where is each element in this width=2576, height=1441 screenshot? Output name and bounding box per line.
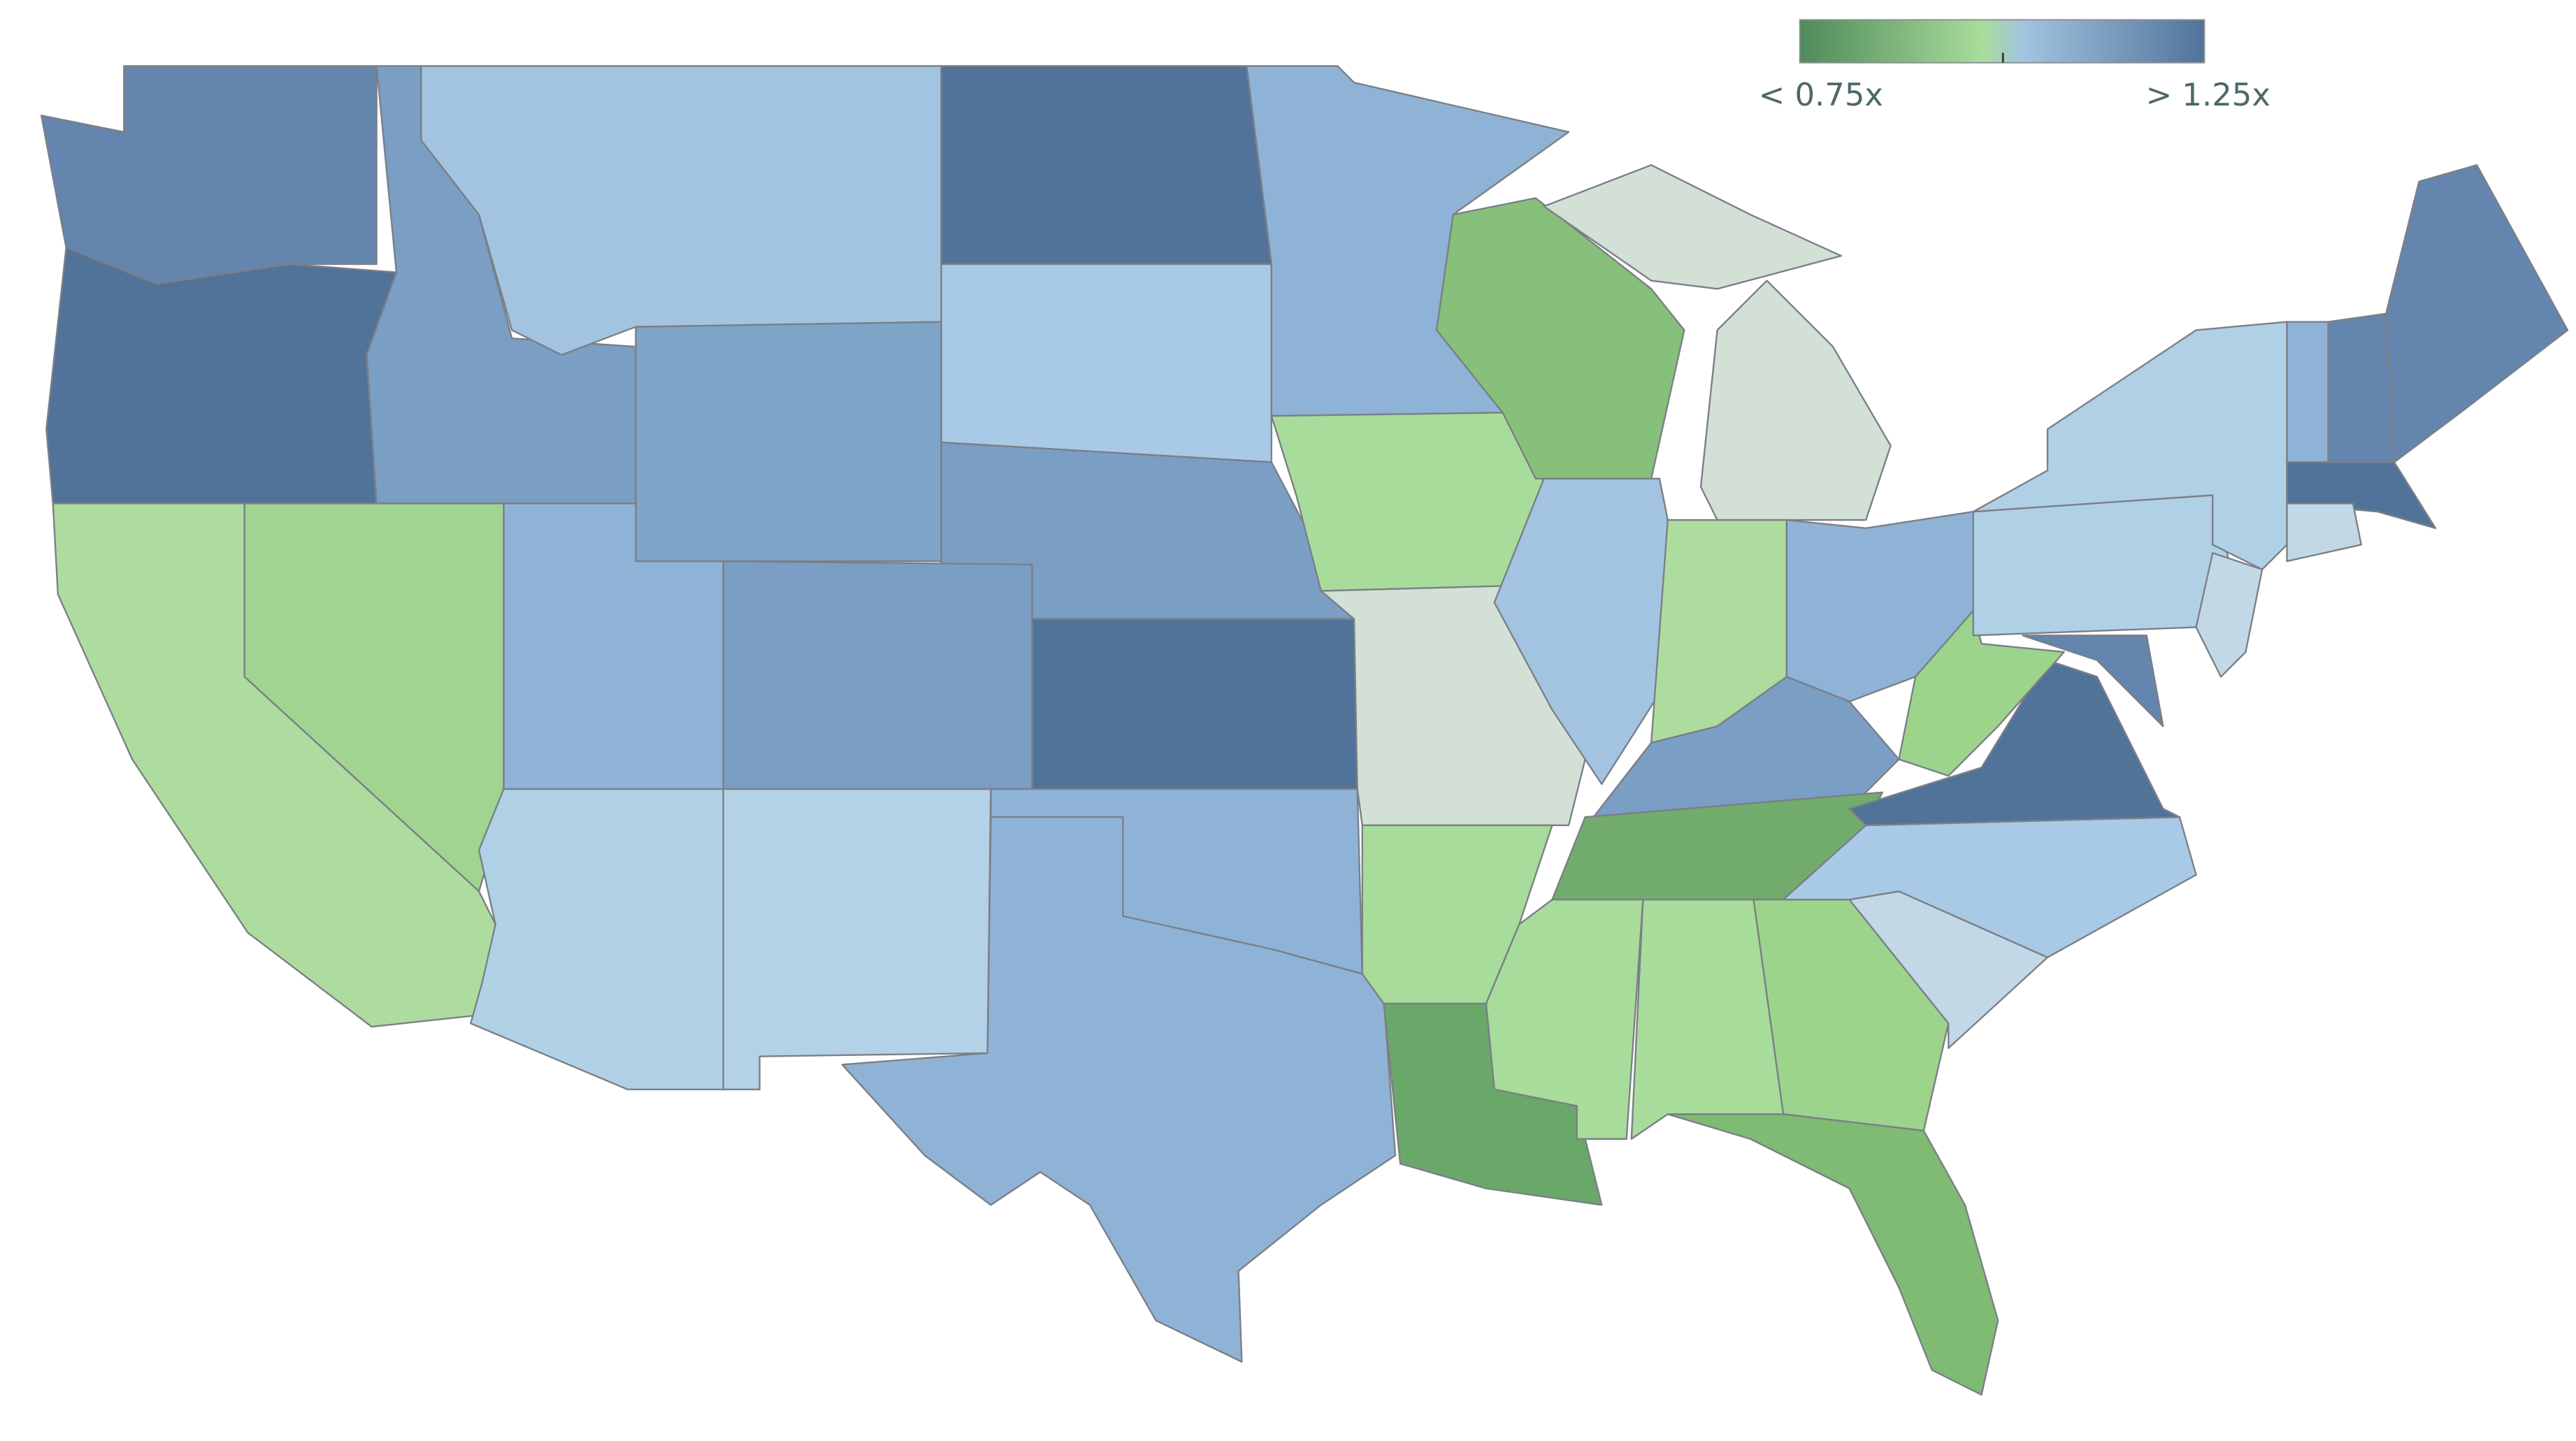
state [1782, 816, 2197, 959]
state [2195, 552, 2264, 678]
state [45, 247, 398, 505]
state [635, 321, 942, 563]
state [1848, 659, 2181, 827]
state [940, 263, 1273, 463]
legend-min-label: < 0.75x [1759, 76, 1883, 113]
state [1898, 609, 2065, 777]
legend: < 0.75x > 1.25x [1759, 19, 2271, 113]
state [2327, 312, 2396, 463]
state [2022, 635, 2164, 727]
legend-max-label: > 1.25x [2146, 76, 2271, 113]
state [1972, 494, 2231, 637]
state [2286, 461, 2437, 530]
state [1667, 1113, 1999, 1396]
states [41, 65, 2569, 1396]
state [2286, 321, 2329, 463]
state [1435, 197, 1685, 480]
state [470, 788, 724, 1091]
state [2286, 502, 2362, 563]
state [1031, 618, 1358, 790]
state [1493, 477, 1669, 785]
state [2385, 164, 2569, 463]
state [41, 65, 377, 285]
state [722, 788, 992, 1091]
state [1485, 899, 1644, 1140]
state [940, 65, 1273, 266]
state [841, 816, 1397, 1363]
state [1699, 280, 1892, 521]
state [1543, 164, 1842, 290]
state [722, 560, 1033, 790]
